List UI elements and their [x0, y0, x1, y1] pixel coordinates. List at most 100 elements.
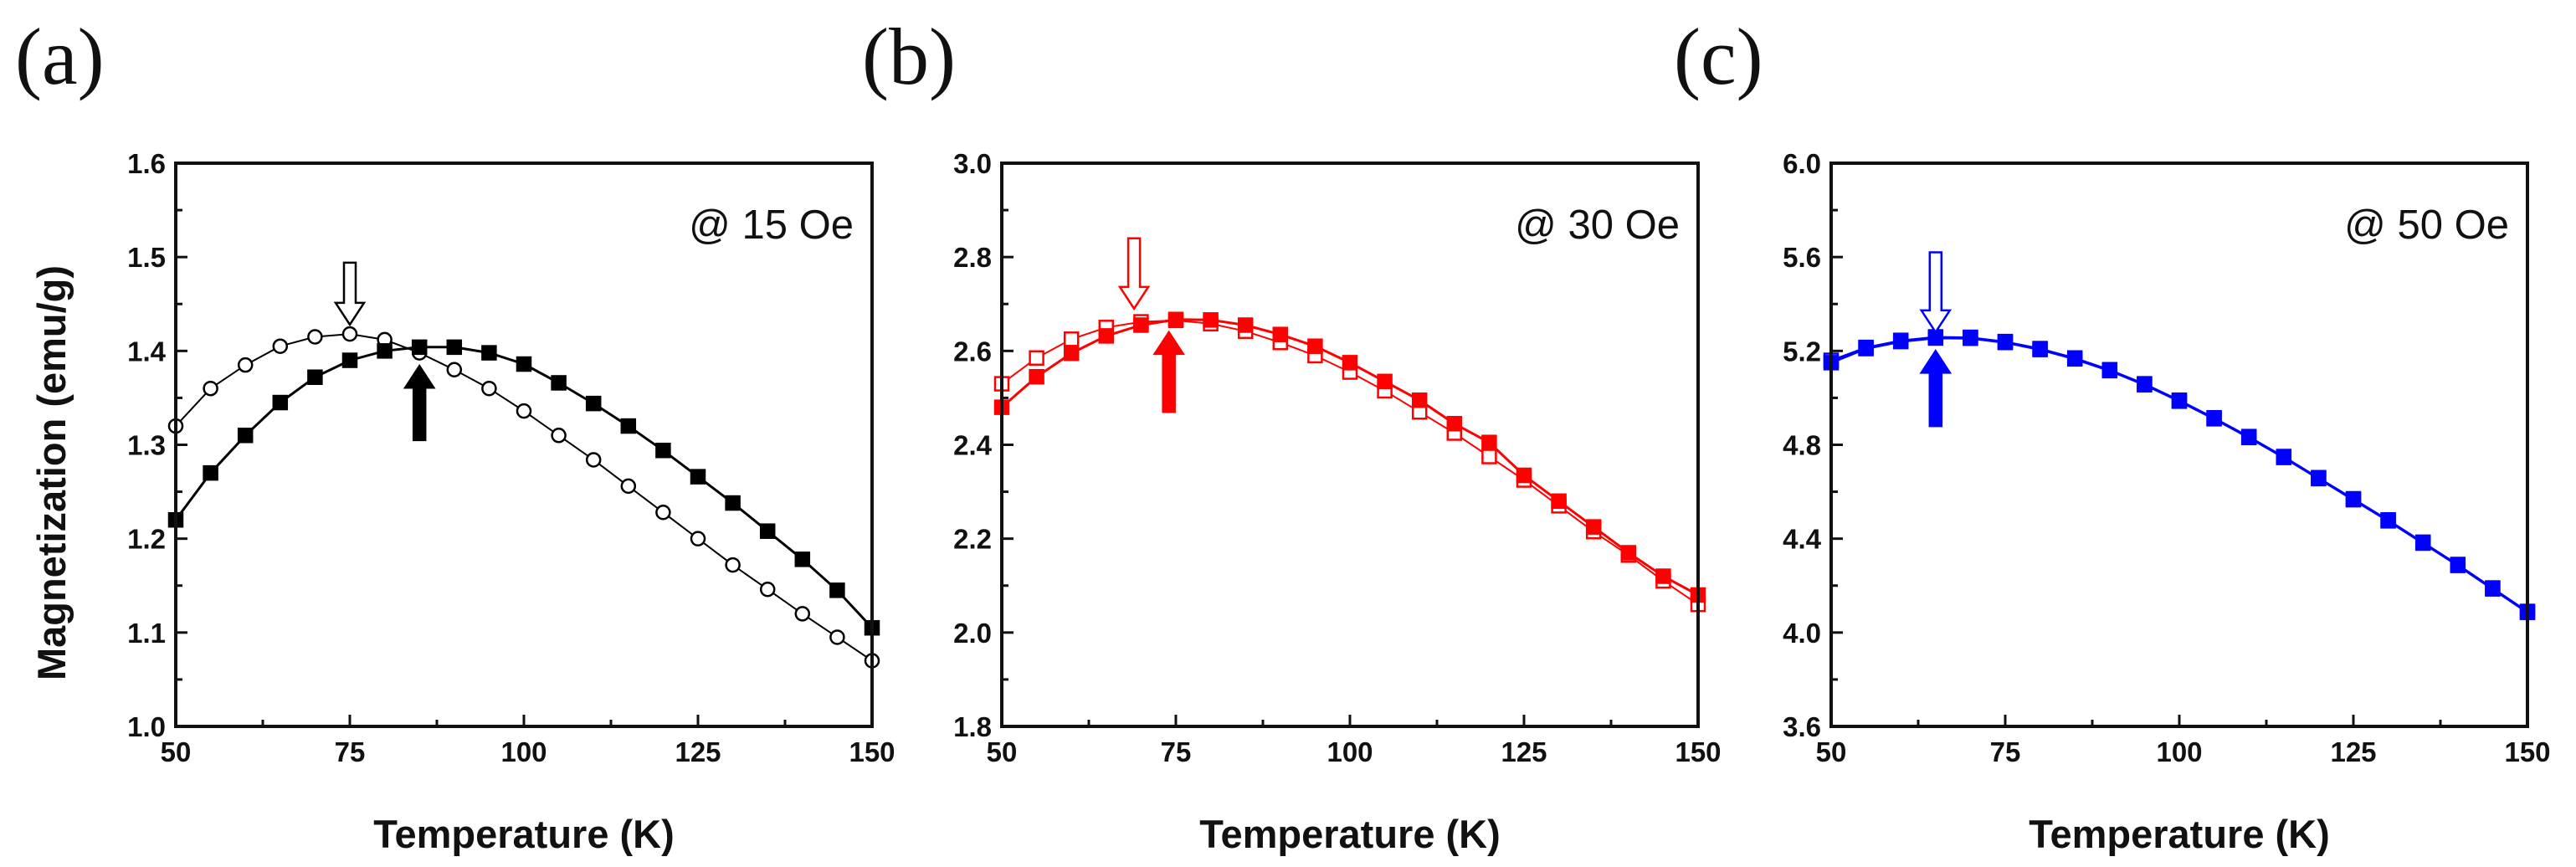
data-point-filled — [2485, 581, 2501, 597]
data-point-filled — [481, 345, 497, 361]
data-point-filled — [1063, 345, 1080, 362]
y-tick-label: 5.6 — [1783, 242, 1821, 273]
y-tick-label: 2.2 — [953, 524, 992, 555]
data-point-filled — [203, 464, 218, 481]
y-tick-label: 2.0 — [953, 618, 992, 649]
data-point-open — [446, 362, 463, 378]
data-point-filled — [1551, 493, 1567, 510]
panel-b: (b) 50 75 100 125 150 1.8 2.0 2.2 2.4 2.6 2.8 3.0 @… — [862, 12, 1722, 856]
data-point-open — [516, 403, 532, 419]
data-point-filled — [690, 469, 706, 485]
data-point-filled — [2137, 377, 2153, 392]
data-point-filled — [341, 352, 358, 368]
data-point-filled — [794, 551, 811, 567]
plot-area-frame — [174, 162, 874, 728]
y-tick-label: 3.6 — [1783, 711, 1821, 742]
x-tick-label: 150 — [849, 736, 895, 767]
x-tick-label: 50 — [161, 736, 192, 767]
y-tick-label: 1.4 — [127, 336, 167, 367]
y-tick-label: 1.0 — [127, 711, 166, 742]
data-point-filled — [1655, 568, 1671, 584]
data-point-filled — [307, 369, 323, 385]
data-point-open — [203, 380, 218, 397]
data-point-filled — [2276, 449, 2292, 465]
panel-c: (c) 50 75 100 125 150 3.6 4.0 4.4 4.8 5.2 5.6 6.0 @… — [1674, 12, 2551, 856]
data-point-filled — [1963, 330, 1978, 346]
panel-a: (a) 50 75 100 125 150 1.0 1.1 1.2 1.3 1.4 1.5 1.6 @… — [15, 12, 895, 856]
data-point-open — [481, 380, 497, 397]
data-point-filled — [272, 394, 289, 411]
data-point-open — [759, 581, 776, 598]
data-point-open — [620, 478, 637, 495]
y-tick-label: 4.8 — [1783, 430, 1821, 461]
panel-label: (a) — [15, 12, 105, 101]
data-point-filled — [551, 375, 567, 391]
data-point-filled — [2345, 491, 2362, 508]
y-tick-label: 2.4 — [953, 430, 993, 461]
y-tick-label: 6.0 — [1783, 148, 1821, 179]
y-tick-label: 4.4 — [1783, 524, 1822, 555]
data-point-open — [1063, 331, 1080, 347]
data-point-filled — [829, 582, 845, 598]
data-point-open — [829, 629, 845, 645]
x-axis-title: Temperature (K) — [373, 812, 675, 856]
x-tick-label: 50 — [987, 736, 1018, 767]
plot-area-frame — [1000, 162, 1700, 728]
data-point-filled — [2380, 513, 2396, 529]
panel-label: (c) — [1674, 12, 1763, 101]
data-point-open — [794, 606, 811, 622]
filled-arrow-icon — [1152, 330, 1185, 413]
data-point-filled — [377, 343, 393, 359]
open-arrow-icon — [333, 261, 367, 327]
x-tick-label: 100 — [500, 736, 547, 767]
data-point-filled — [1098, 328, 1115, 344]
plot-area-frame — [1829, 162, 2529, 728]
y-tick-label: 4.0 — [1783, 618, 1821, 649]
data-point-filled — [1377, 373, 1393, 390]
data-point-filled — [411, 339, 428, 356]
data-point-open — [551, 428, 567, 444]
data-point-filled — [516, 356, 532, 372]
data-point-filled — [1620, 545, 1637, 561]
x-axis-title: Temperature (K) — [1199, 812, 1501, 856]
data-point-filled — [1585, 519, 1602, 535]
field-annotation: @ 30 Oe — [1515, 203, 1680, 248]
data-point-filled — [2101, 362, 2118, 379]
data-point-filled — [1892, 333, 1909, 350]
data-point-filled — [1858, 341, 1874, 357]
x-tick-label: 125 — [2330, 736, 2376, 767]
data-point-filled — [1237, 317, 1254, 333]
data-point-filled — [237, 428, 254, 444]
data-point-filled — [759, 523, 776, 539]
data-point-filled — [1446, 416, 1463, 432]
data-point-filled — [2450, 557, 2466, 573]
data-point-filled — [446, 339, 463, 356]
data-point-filled — [1411, 392, 1428, 408]
open-arrow-icon — [1117, 237, 1151, 311]
open-arrow-icon — [1919, 251, 1953, 335]
data-point-filled — [2311, 470, 2327, 487]
data-point-filled — [2032, 341, 2048, 357]
x-tick-label: 100 — [2156, 736, 2202, 767]
x-tick-label: 150 — [2504, 736, 2550, 767]
filled-arrow-icon — [1919, 349, 1953, 428]
data-point-open — [585, 452, 602, 468]
data-point-filled — [1167, 311, 1184, 328]
y-tick-label: 1.8 — [953, 711, 992, 742]
data-point-open — [1481, 449, 1497, 464]
data-point-filled — [2066, 351, 2083, 367]
data-point-filled — [655, 442, 671, 459]
data-point-filled — [1029, 368, 1044, 385]
data-point-filled — [2240, 429, 2257, 446]
data-point-filled — [1307, 338, 1323, 354]
y-tick-label: 1.3 — [127, 430, 166, 461]
filled-arrow-icon — [403, 363, 436, 442]
x-tick-label: 100 — [1326, 736, 1373, 767]
data-point-open — [1029, 350, 1044, 366]
x-tick-label: 125 — [675, 736, 721, 767]
y-tick-label: 3.0 — [953, 148, 992, 179]
shared-y-axis-title: Magnetization (emu/g) — [29, 265, 74, 680]
x-axis-title: Temperature (K) — [2029, 812, 2330, 856]
data-point-filled — [1133, 317, 1149, 333]
data-point-open — [690, 531, 706, 546]
